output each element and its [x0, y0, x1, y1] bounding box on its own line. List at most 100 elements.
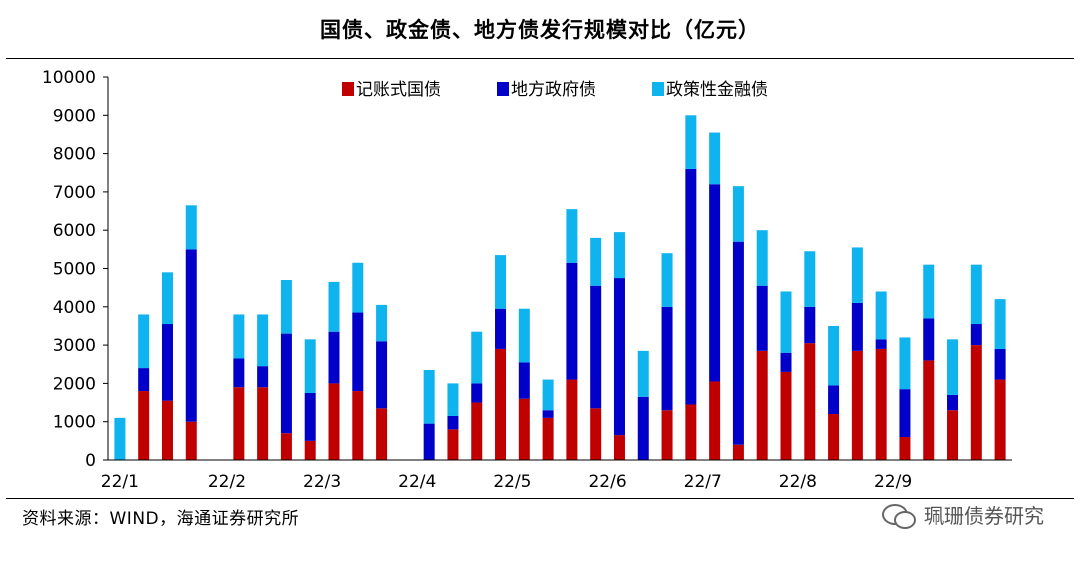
bar-segment-treasury	[756, 350, 768, 460]
legend-label: 政策性金融债	[666, 80, 768, 100]
bar-segment-policy-bank	[780, 291, 792, 353]
y-tick-label: 9000	[53, 106, 96, 126]
x-tick-label: 22/6	[588, 472, 626, 492]
bar-segment-local-gov	[685, 168, 697, 405]
bar-segment-policy-bank	[114, 417, 126, 460]
bar-segment-treasury	[352, 391, 364, 460]
bar-segment-local-gov	[518, 362, 530, 399]
bar-segment-policy-bank	[376, 304, 388, 342]
bar-segment-local-gov	[947, 394, 959, 411]
bar-segment-policy-bank	[875, 291, 887, 340]
y-tick-label: 8000	[53, 145, 96, 165]
top-rule	[6, 58, 1074, 59]
bar-segment-policy-bank	[828, 325, 840, 386]
watermark-text: 珮珊债券研究	[924, 504, 1044, 528]
wechat-icon	[882, 502, 916, 529]
bar-segment-local-gov	[542, 410, 554, 418]
bar-segment-treasury	[875, 348, 887, 460]
bar-segment-policy-bank	[280, 279, 292, 334]
watermark: 珮珊债券研究	[882, 500, 1044, 529]
bar-segment-treasury	[732, 444, 744, 460]
y-tick-label: 6000	[53, 221, 96, 241]
bar-segment-local-gov	[185, 249, 197, 422]
bar-segment-policy-bank	[590, 237, 602, 286]
bar-segment-policy-bank	[542, 379, 554, 411]
bar-segment-treasury	[804, 343, 816, 460]
bar-segment-treasury	[709, 381, 721, 460]
bar-segment-local-gov	[328, 331, 340, 384]
bar-segment-policy-bank	[352, 262, 364, 313]
bar-segment-policy-bank	[637, 350, 649, 397]
bar-segment-local-gov	[709, 184, 721, 382]
bar-segment-local-gov	[661, 306, 673, 411]
bar-segment-policy-bank	[613, 232, 625, 279]
bar-segment-treasury	[161, 400, 173, 460]
bar-segment-policy-bank	[899, 337, 911, 390]
bar-segment-policy-bank	[923, 264, 935, 319]
bar-segment-local-gov	[756, 285, 768, 351]
legend-swatch	[497, 82, 509, 96]
bar-segment-local-gov	[875, 339, 887, 349]
bar-segment-treasury	[613, 435, 625, 460]
bar-segment-local-gov	[994, 348, 1006, 380]
x-tick-label: 22/7	[684, 472, 722, 492]
bar-segment-treasury	[495, 348, 507, 460]
bar-segment-treasury	[590, 408, 602, 460]
chart-title: 国债、政金债、地方债发行规模对比（亿元）	[320, 18, 760, 42]
x-axis: 22/1 22/2 22/3 22/4 22/5 22/6 22/7 22/8 22/9	[101, 459, 1012, 492]
bar-segment-policy-bank	[161, 272, 173, 325]
bar-segment-treasury	[899, 437, 911, 460]
legend-swatch	[652, 82, 664, 96]
source-note: 资料来源：WIND，海通证券研究所	[22, 509, 300, 529]
bar-segment-policy-bank	[851, 247, 863, 303]
bar-segment-policy-bank	[233, 314, 245, 359]
bars	[114, 115, 1006, 460]
bar-segment-treasury	[376, 408, 388, 460]
bar-segment-local-gov	[923, 318, 935, 361]
bar-segment-policy-bank	[471, 331, 483, 384]
bar-segment-treasury	[947, 410, 959, 460]
bar-segment-policy-bank	[447, 383, 459, 416]
bar-segment-policy-bank	[709, 132, 721, 185]
bar-segment-local-gov	[613, 278, 625, 436]
title-row: 国债、政金债、地方债发行规模对比（亿元）	[0, 0, 1080, 58]
y-tick-label: 10000	[42, 68, 96, 88]
y-tick-label: 5000	[53, 260, 96, 280]
x-tick-label: 22/2	[208, 472, 246, 492]
bar-segment-local-gov	[590, 285, 602, 409]
bar-segment-policy-bank	[185, 205, 197, 250]
x-tick-label: 22/5	[493, 472, 531, 492]
y-tick-label: 4000	[53, 298, 96, 318]
x-tick-label: 22/1	[101, 472, 139, 492]
y-tick-label: 1000	[53, 413, 96, 433]
bar-segment-treasury	[138, 391, 150, 460]
bar-segment-treasury	[257, 387, 269, 460]
bar-segment-local-gov	[280, 333, 292, 434]
bar-segment-treasury	[661, 410, 673, 460]
y-tick-label: 0	[85, 451, 96, 471]
bar-segment-policy-bank	[257, 314, 269, 367]
bar-segment-local-gov	[732, 241, 744, 445]
bar-segment-policy-bank	[423, 369, 435, 424]
bar-segment-treasury	[471, 402, 483, 460]
bar-segment-treasury	[851, 350, 863, 460]
legend: 记账式国债 地方政府债 政策性金融债	[342, 80, 768, 100]
bar-segment-local-gov	[566, 262, 578, 380]
bar-segment-local-gov	[780, 352, 792, 372]
bar-segment-policy-bank	[685, 115, 697, 169]
bar-segment-policy-bank	[994, 299, 1006, 349]
bar-segment-local-gov	[257, 366, 269, 388]
x-tick-label: 22/3	[303, 472, 341, 492]
bar-segment-treasury	[518, 398, 530, 460]
bar-segment-policy-bank	[947, 339, 959, 395]
bar-segment-local-gov	[447, 415, 459, 430]
bar-segment-treasury	[994, 379, 1006, 460]
bar-segment-treasury	[328, 383, 340, 460]
bar-segment-policy-bank	[732, 186, 744, 242]
bar-segment-treasury	[280, 433, 292, 460]
legend-label: 记账式国债	[356, 80, 441, 100]
bar-segment-treasury	[566, 379, 578, 460]
bar-segment-treasury	[685, 404, 697, 460]
bar-segment-local-gov	[376, 341, 388, 409]
bar-segment-local-gov	[851, 302, 863, 351]
